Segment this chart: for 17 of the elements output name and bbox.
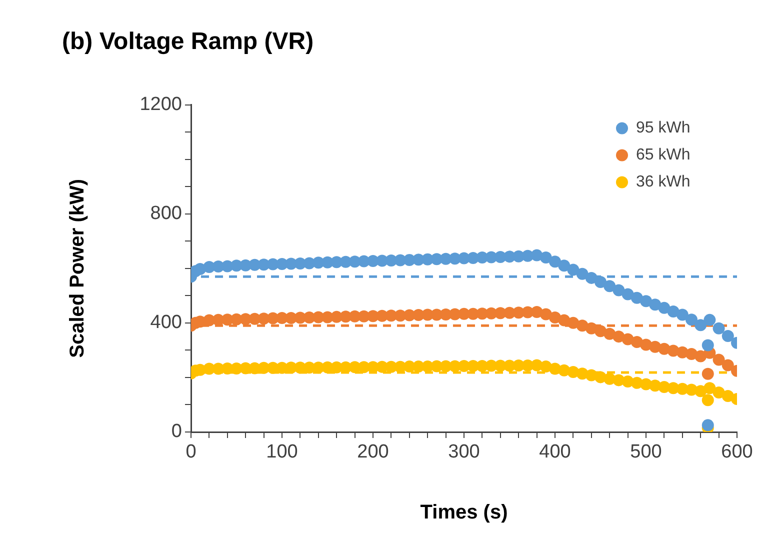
chart-title: (b) Voltage Ramp (VR) xyxy=(62,28,314,56)
x-tick-label: 0 xyxy=(186,442,196,463)
legend-label: 36 kWh xyxy=(636,174,690,191)
y-tick-label: 1200 xyxy=(140,94,182,116)
x-tick-label: 600 xyxy=(721,442,753,463)
x-tick-label: 400 xyxy=(539,442,571,463)
y-tick-label: 0 xyxy=(171,421,182,442)
legend-label: 65 kWh xyxy=(636,146,690,164)
x-axis-title: Times (s) xyxy=(420,502,508,524)
y-tick-label: 400 xyxy=(150,312,182,334)
x-tick-label: 200 xyxy=(357,442,389,463)
y-axis-title: Scaled Power (kW) xyxy=(66,178,89,358)
x-tick-label: 500 xyxy=(630,442,662,463)
x-tick-label: 300 xyxy=(448,442,480,463)
y-tick-label: 800 xyxy=(150,203,182,224)
legend-label: 95 kWh xyxy=(636,120,690,137)
x-tick-label: 100 xyxy=(266,442,298,463)
